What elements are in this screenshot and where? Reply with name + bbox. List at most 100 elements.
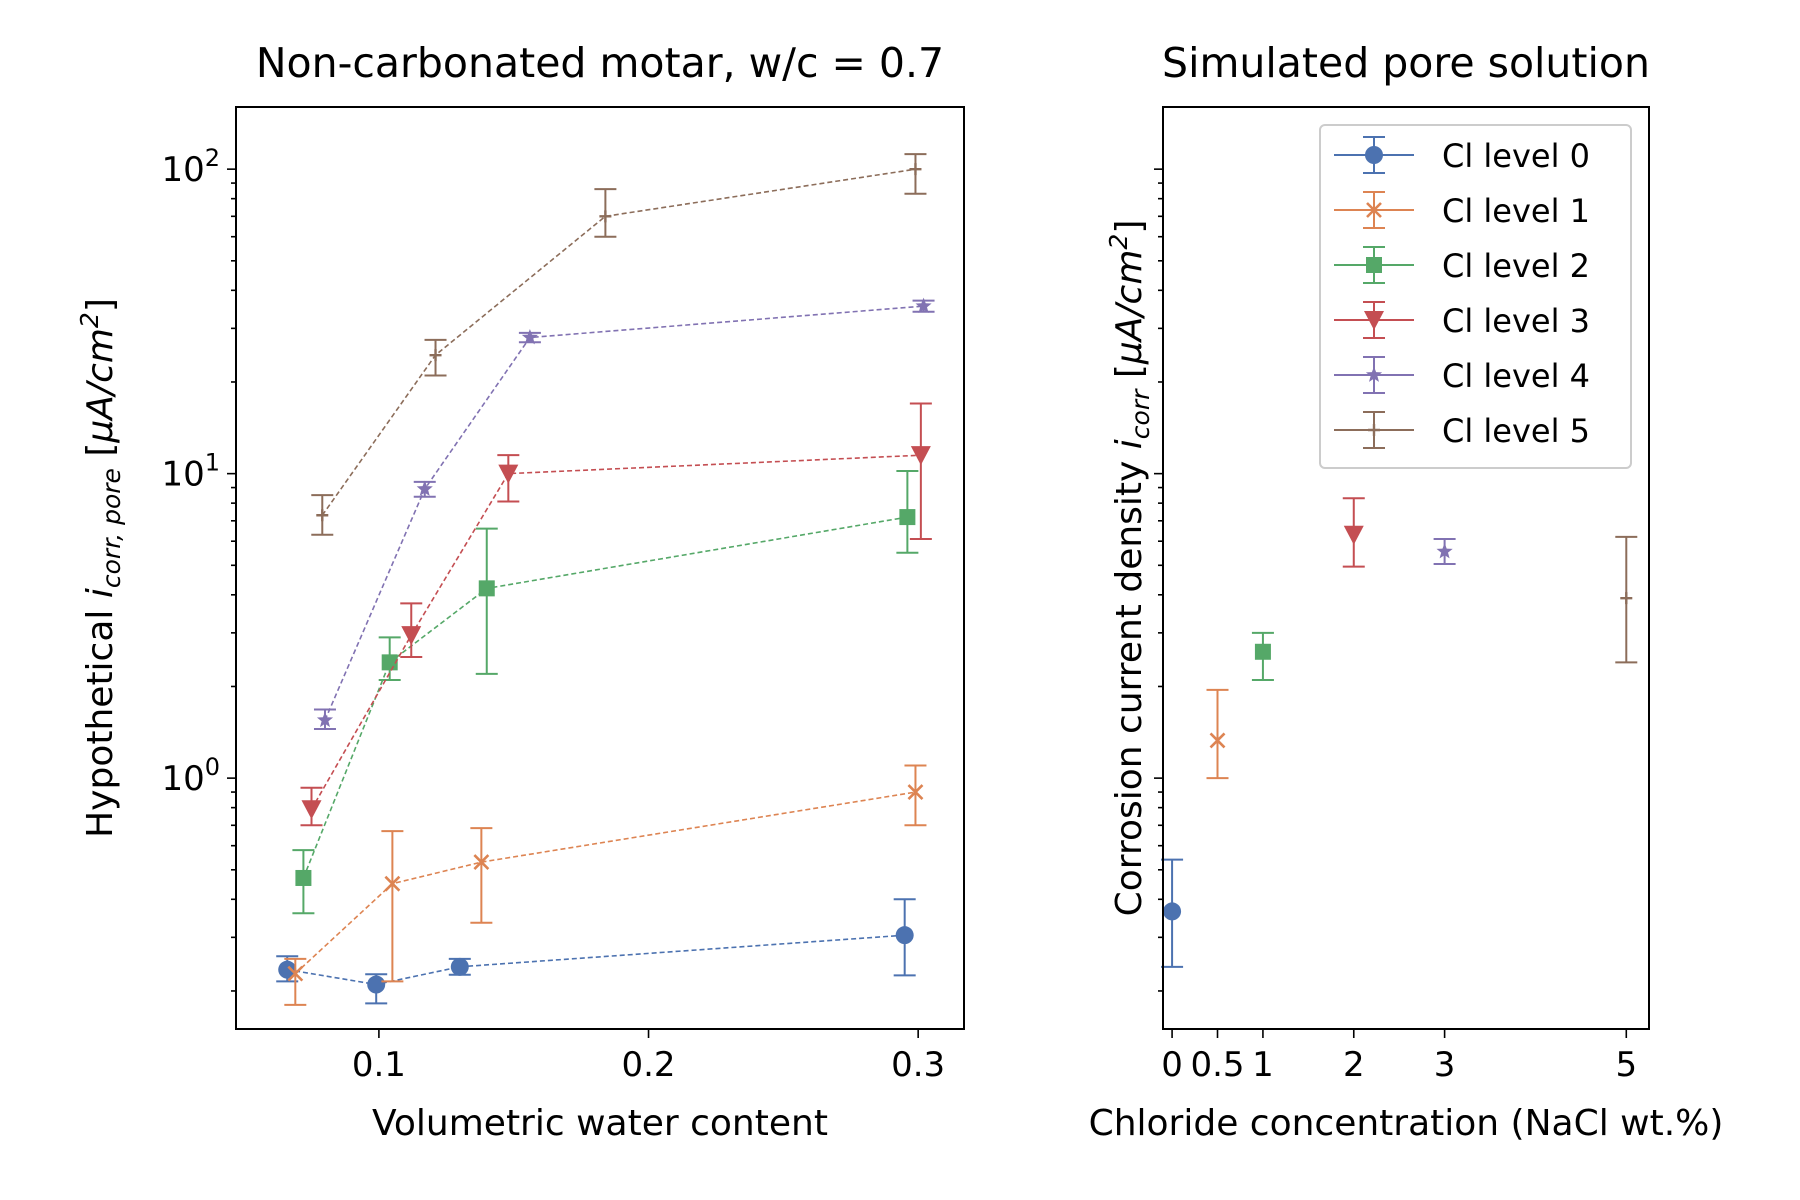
error-bar: [381, 830, 404, 983]
y-axis-ticks: [1154, 168, 1163, 992]
series-cl-level-5: [1615, 535, 1638, 664]
y-axis-label-variable: i: [80, 588, 121, 598]
y-axis-label-text: Hypothetical: [80, 598, 121, 838]
legend-item: Cl level 5: [1334, 411, 1590, 450]
x-axis-label: Volumetric water content: [372, 1103, 828, 1144]
series-cl-level-3: [1342, 497, 1365, 568]
y-axis-label-text: Corrosion current density: [1109, 449, 1150, 916]
data-point: [429, 349, 442, 362]
x-tick-label: 2: [1343, 1045, 1365, 1085]
legend-label: Cl level 0: [1442, 137, 1590, 175]
left-panel: Non-carbonated motar, w/c = 0.7100101102…: [75, 39, 965, 1144]
error-bar: [470, 827, 493, 924]
data-point: [895, 926, 914, 945]
x-tick-label: 1: [1252, 1045, 1274, 1085]
series-cl-level-1: [1206, 688, 1229, 780]
error-bar: [909, 402, 932, 541]
series-cl-level-1: [284, 764, 927, 1006]
legend-marker: [1368, 424, 1380, 436]
y-tick-label-exponent: 2: [205, 144, 220, 172]
legend-marker: [1366, 202, 1382, 218]
x-tick-label: 0.2: [621, 1045, 675, 1085]
series-cl-level-2: [292, 470, 919, 915]
data-point: [1620, 592, 1633, 605]
y-tick-label: 100: [161, 753, 220, 799]
series-cl-level-4: [1433, 538, 1456, 565]
chart-title: Simulated pore solution: [1162, 39, 1650, 87]
data-point: [915, 297, 932, 313]
data-point: [599, 210, 612, 223]
series-cl-level-0: [1161, 858, 1184, 968]
plot-area: [1161, 497, 1638, 968]
y-axis-label-bracket: [: [80, 443, 121, 469]
error-bar: [475, 527, 498, 675]
series-line: [321, 168, 916, 516]
y-axis-label-subscript: corr, pore: [97, 468, 126, 588]
series-line: [310, 454, 921, 810]
data-point: [367, 975, 386, 994]
error-bar: [284, 957, 307, 1006]
data-point: [450, 957, 469, 976]
legend-marker: [1366, 257, 1382, 273]
right-panel: Simulated pore solution 0 0.5 1 2 3 5 Chloride …: [1089, 39, 1724, 1144]
legend-marker: [1365, 146, 1383, 164]
y-tick-label: 101: [161, 449, 220, 495]
series-line: [294, 791, 916, 975]
data-point: [287, 965, 304, 982]
chart-title: Non-carbonated motar, w/c = 0.7: [256, 39, 944, 87]
y-tick-label-base: 10: [161, 150, 204, 190]
legend-marker: [1364, 311, 1384, 330]
series-line: [324, 305, 924, 721]
series-cl-level-0: [276, 898, 916, 1005]
x-tick-label: 5: [1615, 1045, 1637, 1085]
error-bar: [1206, 688, 1229, 780]
y-axis-label: Corrosion current density icorr [μA/cm2]: [1104, 220, 1155, 917]
legend-item: Cl level 0: [1334, 136, 1590, 175]
legend-item: Cl level 1: [1334, 191, 1590, 230]
legend-item: Cl level 4: [1334, 356, 1590, 395]
data-point: [1209, 732, 1226, 749]
data-point: [1436, 543, 1453, 559]
y-axis-label-superscript: 2: [1104, 234, 1133, 250]
data-point: [316, 711, 334, 728]
legend-marker: [1365, 366, 1383, 382]
data-point: [473, 854, 490, 871]
y-tick-label-base: 10: [161, 759, 204, 799]
y-axis-label-bracket: [: [1109, 364, 1150, 390]
legend: Cl level 0 Cl level 1 Cl level 2 Cl level 3…: [1319, 124, 1632, 469]
data-point: [478, 580, 495, 597]
legend-item: Cl level 3: [1334, 301, 1590, 340]
y-axis-label-unit: μA/cm: [80, 328, 121, 444]
x-tick-label: 0.1: [352, 1045, 406, 1085]
x-tick-label: 0.3: [891, 1045, 945, 1085]
data-point: [909, 163, 922, 176]
series-cl-level-4: [313, 297, 935, 730]
error-bar: [904, 764, 927, 827]
y-axis-label-bracket: ]: [1109, 220, 1150, 234]
x-tick-label: 0.5: [1190, 1045, 1244, 1085]
legend-item: Cl level 2: [1334, 246, 1590, 285]
y-tick-label-exponent: 1: [205, 449, 220, 477]
legend-label: Cl level 1: [1442, 192, 1590, 230]
series-cl-level-2: [1251, 631, 1274, 682]
x-axis-label: Chloride concentration (NaCl wt.%): [1089, 1103, 1724, 1144]
legend-label: Cl level 5: [1442, 412, 1590, 450]
data-point: [498, 464, 519, 484]
x-tick-label: 3: [1434, 1045, 1456, 1085]
y-tick-label-base: 10: [161, 455, 204, 495]
y-axis-label-unit: μA/cm: [1109, 250, 1150, 366]
data-point: [301, 800, 322, 820]
axes-frame: [1162, 106, 1650, 1030]
y-tick-label-exponent: 0: [205, 753, 220, 781]
data-point: [401, 626, 422, 646]
series-line: [287, 934, 905, 986]
axes-frame: [235, 106, 965, 1030]
y-tick-label: 102: [161, 144, 220, 190]
data-point: [899, 509, 916, 526]
data-point: [384, 875, 401, 892]
x-tick-label: 0: [1161, 1045, 1183, 1085]
data-point: [907, 784, 924, 800]
legend-label: Cl level 3: [1442, 302, 1590, 340]
data-point: [1343, 525, 1364, 545]
